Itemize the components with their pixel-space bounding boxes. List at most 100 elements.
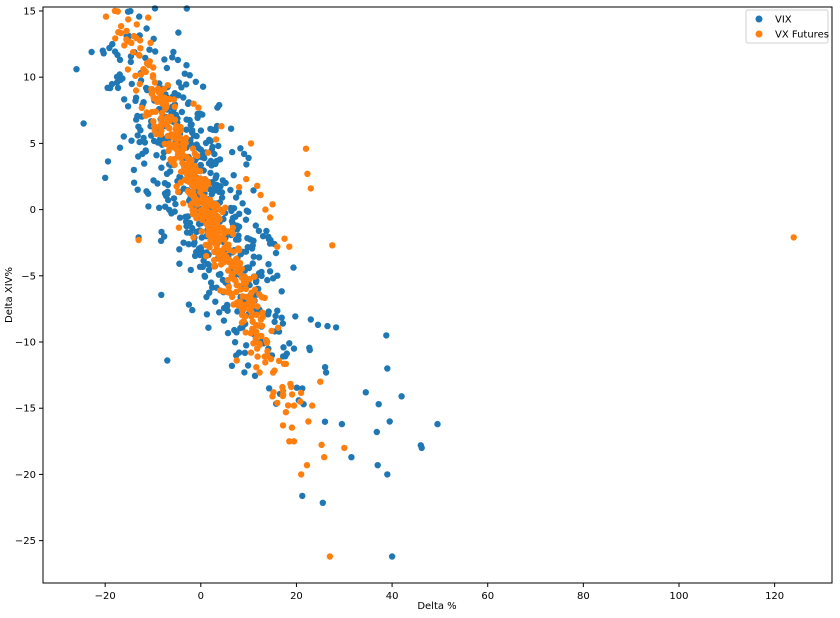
vx-futures-point [136, 52, 143, 59]
vx-futures-point [257, 316, 265, 323]
x-tick-label: 120 [765, 591, 784, 602]
vix-point [383, 332, 390, 339]
vx-futures-point [190, 100, 197, 107]
vix-point [265, 233, 272, 241]
vix-point [128, 137, 135, 144]
vix-point [114, 84, 122, 92]
vix-point [307, 316, 314, 323]
vx-futures-point [189, 206, 196, 214]
vx-futures-point [201, 176, 209, 183]
vix-point [252, 278, 260, 286]
legend-box [745, 9, 829, 44]
vix-point [171, 208, 178, 215]
vix-point [279, 320, 287, 327]
vx-futures-point [171, 103, 178, 110]
vx-futures-point [210, 257, 218, 264]
vx-futures-point [262, 206, 269, 213]
vx-futures-point [212, 200, 219, 208]
vx-futures-point [121, 42, 128, 49]
vix-point [264, 311, 272, 318]
vx-futures-point [264, 348, 271, 355]
vx-futures-point [279, 392, 287, 400]
vix-point [218, 194, 226, 201]
vix-point [153, 152, 160, 159]
vx-futures-point [149, 72, 157, 79]
vix-point [322, 369, 330, 376]
vix-point [203, 311, 211, 318]
x-tick-label: 20 [290, 591, 303, 602]
vix-point [183, 5, 190, 12]
x-tick-label: 40 [386, 591, 399, 602]
vix-point [139, 150, 146, 157]
vx-futures-point [238, 265, 245, 272]
vix-point [207, 169, 214, 177]
vx-futures-point [225, 241, 232, 248]
vix-point [242, 216, 250, 223]
vix-point [264, 276, 271, 284]
vix-point [220, 317, 228, 324]
vix-point [373, 428, 380, 436]
vix-point [299, 492, 306, 500]
vx-futures-point [259, 309, 266, 316]
vx-futures-point [165, 147, 172, 154]
vx-futures-point [247, 330, 254, 337]
vx-futures-point [157, 89, 165, 96]
vix-point [233, 352, 240, 359]
vx-futures-point [158, 127, 165, 135]
vx-futures-point [163, 101, 170, 108]
vx-futures-point [182, 161, 190, 168]
vx-futures-point [341, 444, 348, 452]
vix-point [250, 187, 257, 194]
vx-futures-point [247, 140, 255, 147]
vix-point [116, 56, 124, 63]
vix-point [207, 157, 215, 165]
vix-point [185, 301, 193, 308]
vx-futures-point [207, 209, 214, 217]
vix-point [278, 314, 285, 321]
vx-futures-point [189, 166, 196, 173]
vix-point [127, 58, 134, 66]
vx-futures-point [194, 201, 201, 208]
vix-point [418, 444, 425, 452]
vix-point [154, 139, 162, 146]
vix-point [236, 210, 243, 217]
vix-point [184, 213, 192, 220]
vix-point [193, 228, 200, 235]
vix-point [241, 369, 248, 376]
vix-point [218, 189, 226, 196]
vix-point [263, 227, 270, 235]
y-tick-label: −5 [21, 271, 36, 282]
vix-point [134, 112, 141, 120]
vix-point [228, 218, 236, 225]
vix-point [220, 304, 228, 312]
vix-point [212, 298, 219, 305]
vix-point [169, 54, 176, 61]
plot-area [73, 5, 797, 560]
vx-futures-point [166, 125, 173, 132]
vix-point [136, 13, 143, 20]
vx-futures-point [211, 263, 218, 270]
vix-point [255, 227, 263, 235]
vix-point [204, 260, 212, 268]
vix-point [207, 137, 214, 145]
vix-point [243, 342, 250, 349]
vix-point [127, 7, 134, 15]
vx-futures-point [148, 90, 155, 97]
vix-point [197, 244, 205, 251]
y-tick-label: 5 [30, 139, 36, 150]
vx-futures-point [124, 66, 132, 73]
vx-futures-point [170, 96, 178, 103]
vx-futures-point [152, 108, 159, 115]
vx-futures-point [321, 454, 328, 461]
vx-futures-point [274, 243, 281, 250]
vx-futures-point [298, 471, 305, 478]
vx-futures-point [175, 150, 182, 157]
vix-point [156, 204, 163, 211]
vx-futures-point [253, 328, 260, 335]
vix-point [181, 70, 188, 77]
vix-point [186, 72, 193, 79]
vix-point [175, 92, 182, 99]
vx-futures-point [190, 234, 197, 241]
vx-futures-point [261, 294, 268, 302]
vix-point [290, 345, 298, 352]
